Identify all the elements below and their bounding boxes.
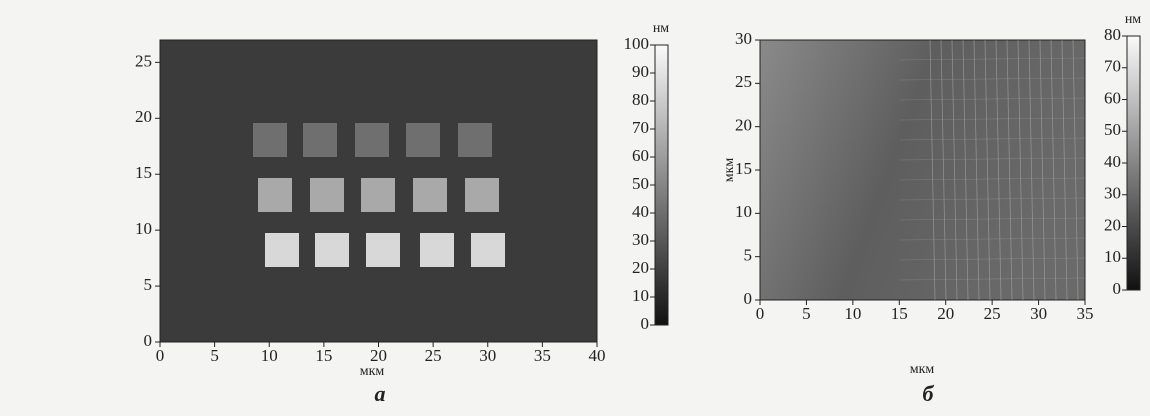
x-tick-label: 25 — [984, 304, 1001, 323]
y-tick-label: 15 — [735, 159, 752, 178]
x-tick-label: 5 — [802, 304, 811, 323]
colorbar-label: нм — [1125, 12, 1141, 27]
x-tick-label: 20 — [937, 304, 954, 323]
y-tick-label: 20 — [135, 107, 152, 126]
colorbar-tick-label: 60 — [1104, 88, 1121, 107]
colorbar-tick-label: 100 — [624, 34, 650, 53]
feature-square — [361, 178, 395, 212]
x-tick-label: 15 — [315, 346, 332, 365]
y-tick-label: 10 — [735, 202, 752, 221]
x-tick-label: 25 — [425, 346, 442, 365]
figure: 0510152025303540051015202501020304050607… — [0, 0, 1150, 416]
feature-square — [471, 233, 505, 267]
x-tick-label: 20 — [370, 346, 387, 365]
feature-square — [315, 233, 349, 267]
x-tick-label: 5 — [210, 346, 219, 365]
x-tick-label: 15 — [891, 304, 908, 323]
colorbar-tick-label: 80 — [1104, 25, 1121, 44]
colorbar-tick-label: 0 — [641, 314, 650, 333]
y-tick-label: 0 — [744, 289, 753, 308]
x-tick-label: 35 — [1077, 304, 1094, 323]
feature-square — [406, 123, 440, 157]
feature-square — [366, 233, 400, 267]
y-tick-label: 30 — [735, 29, 752, 48]
x-tick-label: 40 — [589, 346, 606, 365]
colorbar-tick-label: 50 — [1104, 120, 1121, 139]
feature-square — [413, 178, 447, 212]
y-tick-label: 5 — [744, 246, 753, 265]
colorbar-tick-label: 80 — [632, 90, 649, 109]
feature-square — [465, 178, 499, 212]
colorbar-tick-label: 90 — [632, 62, 649, 81]
x-tick-label: 10 — [844, 304, 861, 323]
x-tick-label: 30 — [479, 346, 496, 365]
feature-square — [355, 123, 389, 157]
colorbar-tick-label: 0 — [1113, 279, 1122, 298]
x-tick-label: 0 — [756, 304, 765, 323]
feature-square — [310, 178, 344, 212]
y-tick-label: 25 — [135, 51, 152, 70]
x-axis-label: мкм — [360, 364, 385, 379]
feature-square — [253, 123, 287, 157]
colorbar — [1127, 36, 1140, 290]
y-tick-label: 20 — [735, 116, 752, 135]
colorbar-tick-label: 50 — [632, 174, 649, 193]
y-tick-label: 0 — [144, 331, 153, 350]
colorbar-tick-label: 60 — [632, 146, 649, 165]
y-tick-label: 25 — [735, 72, 752, 91]
feature-square — [265, 233, 299, 267]
colorbar-tick-label: 70 — [632, 118, 649, 137]
feature-square — [258, 178, 292, 212]
colorbar-tick-label: 30 — [1104, 184, 1121, 203]
x-tick-label: 10 — [261, 346, 278, 365]
y-tick-label: 10 — [135, 219, 152, 238]
colorbar-tick-label: 30 — [632, 230, 649, 249]
feature-square — [420, 233, 454, 267]
colorbar-tick-label: 20 — [1104, 215, 1121, 234]
image-area — [760, 40, 1085, 300]
x-axis-label: мкм — [910, 362, 935, 377]
colorbar-label: нм — [653, 21, 669, 36]
y-tick-label: 15 — [135, 163, 152, 182]
colorbar-tick-label: 40 — [632, 202, 649, 221]
feature-square — [458, 123, 492, 157]
colorbar-tick-label: 40 — [1104, 152, 1121, 171]
y-axis-label: мкм — [722, 158, 737, 183]
panel-label: а — [375, 381, 386, 406]
colorbar-tick-label: 70 — [1104, 57, 1121, 76]
colorbar-tick-label: 10 — [1104, 247, 1121, 266]
colorbar — [655, 45, 668, 325]
x-tick-label: 0 — [156, 346, 165, 365]
panel-label: б — [923, 381, 935, 406]
x-tick-label: 30 — [1030, 304, 1047, 323]
feature-square — [303, 123, 337, 157]
colorbar-tick-label: 10 — [632, 286, 649, 305]
colorbar-tick-label: 20 — [632, 258, 649, 277]
y-tick-label: 5 — [144, 275, 153, 294]
x-tick-label: 35 — [534, 346, 551, 365]
